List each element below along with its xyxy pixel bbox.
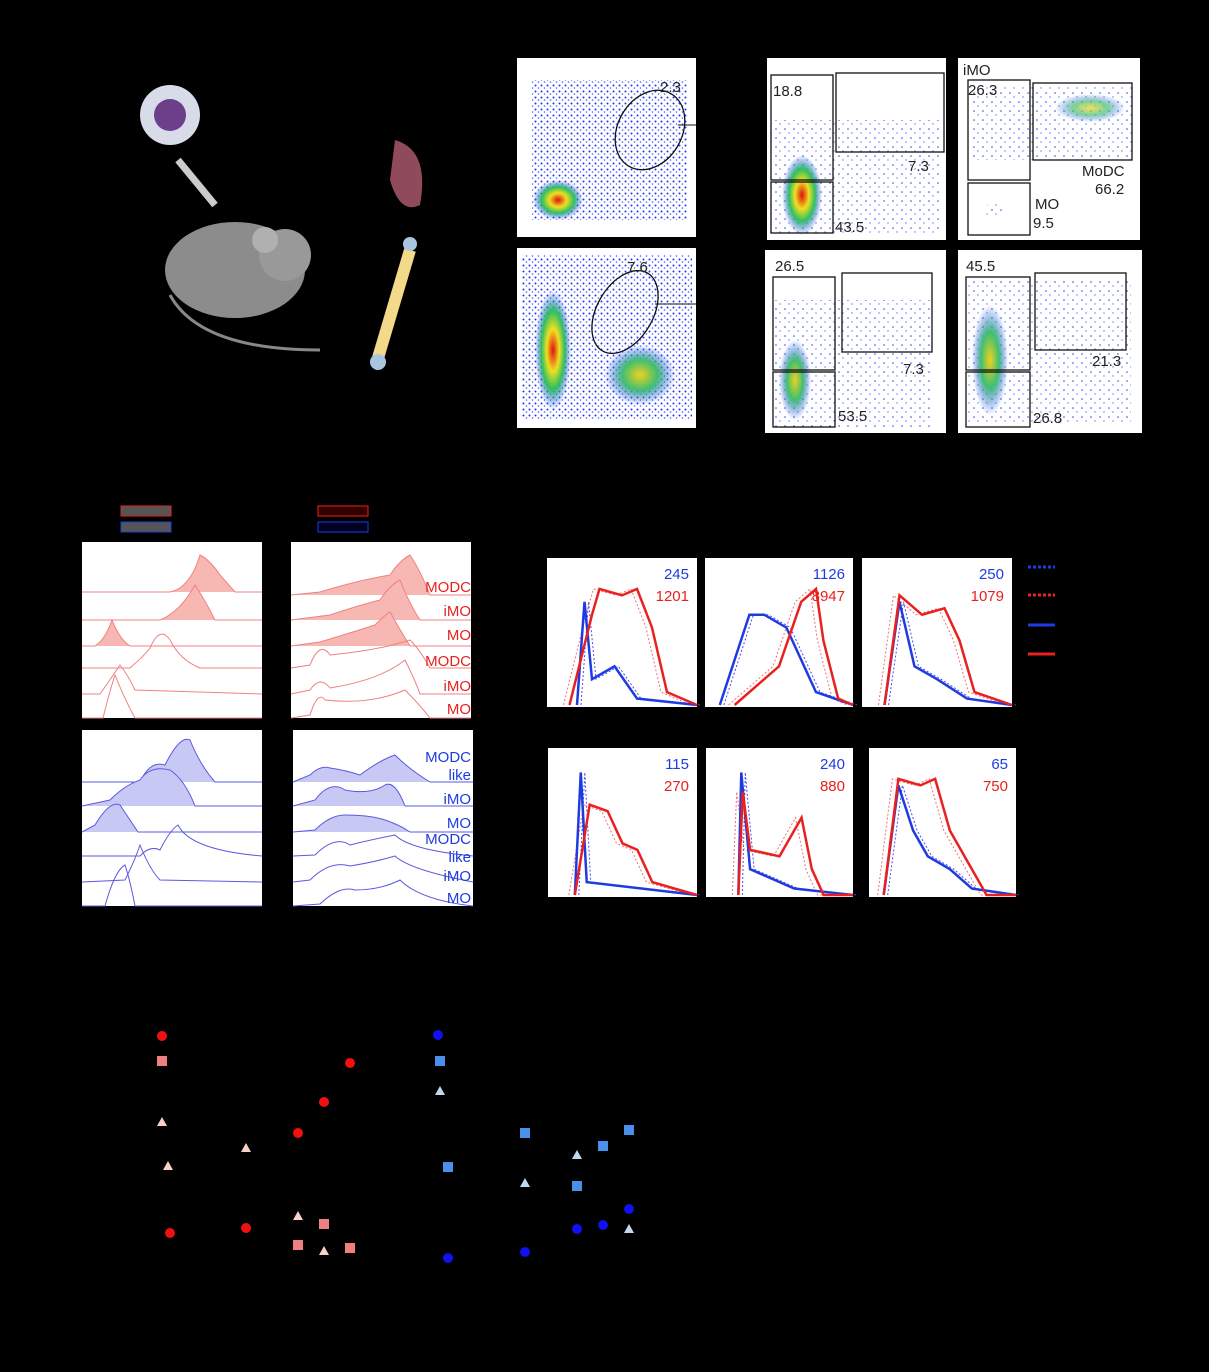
gate-label: 7.3 [903, 361, 924, 378]
mfi-value: 65 [991, 756, 1008, 773]
mfi-value: 115 [665, 756, 689, 773]
gate-label: iMO [963, 62, 991, 79]
mfi-value: 240 [820, 756, 845, 773]
mfi-value: 8947 [812, 588, 845, 605]
gate-label: 66.2 [1095, 181, 1124, 198]
row-label: iMO [444, 868, 472, 885]
gate-label: 26.5 [775, 258, 804, 275]
mfi-value: 245 [664, 566, 689, 583]
gate-label: MO [1035, 196, 1059, 213]
row-label: MO [447, 890, 471, 907]
density [535, 290, 571, 410]
mfi-value: 880 [820, 778, 845, 795]
row-label: iMO [444, 603, 472, 620]
row-label: iMO [444, 791, 472, 808]
gate-label: 45.5 [966, 258, 995, 275]
row-label: MO [447, 627, 471, 644]
quadrant-plot: iMO 26.3 MoDC 66.2 MO 9.5 [958, 58, 1140, 240]
row-label: MODC [425, 653, 471, 670]
row-label: like [448, 767, 471, 784]
gate-label: 26.3 [968, 82, 997, 99]
figure: 2.3 7.6 18.8 7.3 43.5 iMO 26.3 MoDC 66.2… [0, 0, 1209, 1372]
quadrant-plot: 18.8 7.3 43.5 [767, 58, 946, 240]
row-label: like [448, 849, 471, 866]
gate-label: MoDC [1082, 163, 1125, 180]
row-label: MODC [425, 749, 471, 766]
gate-label: 7.3 [908, 158, 929, 175]
row-label: MODC [425, 831, 471, 848]
gate-label: 18.8 [773, 83, 802, 100]
mfi-value: 750 [983, 778, 1008, 795]
mfi-value: 1201 [656, 588, 689, 605]
row-label: MO [447, 815, 471, 832]
quadrant-plot: 26.5 7.3 53.5 [765, 250, 946, 433]
gate-label: 43.5 [835, 219, 864, 236]
mfi-value: 1079 [971, 588, 1004, 605]
gate-label: 9.5 [1033, 215, 1054, 232]
gate-label: 26.8 [1033, 410, 1062, 427]
mfi-value: 1126 [813, 566, 845, 583]
density [533, 180, 583, 220]
quadrant-plot: 45.5 21.3 26.8 [958, 250, 1142, 433]
gate-label: 53.5 [838, 408, 867, 425]
mfi-value: 250 [979, 566, 1004, 583]
row-label: MO [447, 701, 471, 718]
mfi-value: 270 [664, 778, 689, 795]
gate-label: 2.3 [660, 79, 681, 96]
row-label: iMO [444, 678, 472, 695]
gate-label: 21.3 [1092, 353, 1121, 370]
row-label: MODC [425, 579, 471, 596]
density [605, 345, 675, 405]
gate-label: 7.6 [627, 259, 648, 276]
